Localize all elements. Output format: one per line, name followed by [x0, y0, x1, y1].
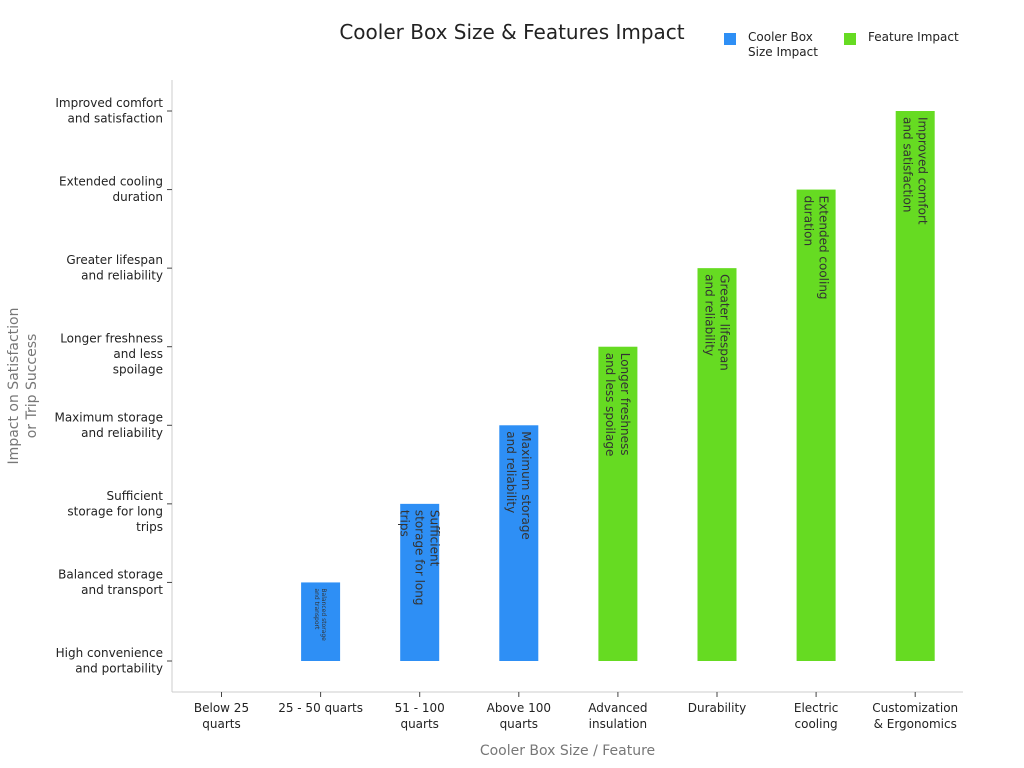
x-tick-label: 25 - 50 quarts	[278, 701, 363, 715]
y-tick-label: Extended cooling duration	[59, 175, 163, 205]
chart-title: Cooler Box Size & Features Impact	[339, 20, 685, 44]
bar-data-label: Improved comfortand satisfaction	[901, 117, 930, 225]
bar-data-label: Extended coolingduration	[801, 196, 830, 300]
y-tick-label: Maximum storage and reliability	[54, 410, 163, 440]
y-tick-label: Balanced storage and transport	[58, 567, 163, 597]
legend-label-size: Cooler Box Size Impact	[748, 30, 818, 59]
x-tick-label: Customization & Ergonomics	[872, 701, 958, 731]
x-tick-label: Advanced insulation	[588, 701, 647, 731]
legend: Cooler Box Size Impact Feature Impact	[724, 30, 959, 60]
bar-data-label: Maximum storageand reliability	[504, 431, 533, 540]
legend-item-feature: Feature Impact	[844, 30, 959, 60]
bar-size	[301, 582, 341, 661]
y-axis-title: Impact on Satisfaction or Trip Success	[6, 308, 40, 465]
y-tick-label: Sufficient storage for long trips	[67, 489, 163, 534]
x-tick-label: Below 25 quarts	[194, 701, 249, 731]
y-tick-label: High convenience and portability	[56, 646, 163, 676]
bar-data-label: Balanced storageand transport	[313, 588, 327, 641]
y-tick-label: Improved comfort and satisfaction	[55, 96, 163, 126]
y-tick-label: Greater lifespan and reliability	[66, 253, 163, 283]
x-tick-label: Electric cooling	[794, 701, 838, 731]
bar-size	[499, 425, 539, 661]
x-tick-label: Durability	[688, 701, 747, 715]
bar-feature	[796, 189, 836, 662]
bar-data-label: Sufficientstorage for longtrips	[398, 510, 442, 606]
bar-data-label: Longer freshnessand less spoilage	[603, 353, 632, 457]
x-tick-label: Above 100 quarts	[487, 701, 551, 731]
legend-item-size: Cooler Box Size Impact	[724, 30, 824, 60]
bar-feature	[895, 111, 935, 661]
y-tick-label: Longer freshness and less spoilage	[60, 332, 163, 377]
bar-feature	[598, 346, 638, 661]
legend-label-feature: Feature Impact	[868, 30, 959, 44]
x-tick-label: 51 - 100 quarts	[395, 701, 445, 731]
bar-size	[400, 503, 440, 661]
bar-data-label: Greater lifespanand reliability	[702, 274, 731, 371]
legend-swatch-feature	[844, 33, 856, 45]
legend-swatch-size	[724, 33, 736, 45]
bar-feature	[697, 268, 737, 661]
x-axis-title: Cooler Box Size / Feature	[480, 743, 655, 759]
